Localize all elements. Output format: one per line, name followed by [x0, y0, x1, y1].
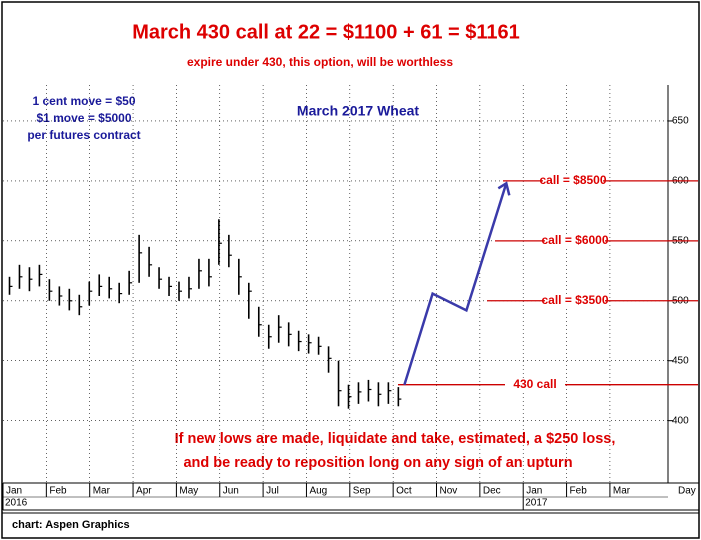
y-tick-label: 400 [672, 415, 689, 426]
x-tick-label: Nov [440, 486, 458, 497]
year-label: 2017 [525, 498, 548, 509]
level-label: call = $8500 [539, 173, 606, 187]
level-label-bg [505, 378, 565, 391]
chart-label: March 2017 Wheat [297, 103, 419, 119]
bottom-text: and be ready to reposition long on any s… [183, 455, 572, 471]
level-label-bg [545, 234, 605, 247]
note: $1 move = $5000 [36, 111, 131, 125]
x-tick-label: Sep [353, 486, 371, 497]
x-tick-label: Feb [49, 486, 67, 497]
x-tick-label: Feb [570, 486, 588, 497]
note: per futures contract [27, 128, 140, 142]
y-tick-label: 650 [672, 116, 689, 127]
x-tick-label: Jan [6, 486, 22, 497]
x-tick-label: Apr [136, 486, 152, 497]
level-label-bg [545, 294, 605, 307]
y-tick-label: 450 [672, 355, 689, 366]
x-axis-label: Day [678, 486, 696, 497]
subtitle: expire under 430, this option, will be w… [187, 55, 453, 69]
level-label: call = $6000 [541, 233, 608, 247]
x-tick-label: Jun [223, 486, 239, 497]
bottom-text: If new lows are made, liquidate and take… [175, 431, 616, 447]
x-tick-label: Jul [266, 486, 279, 497]
level-label-bg [543, 174, 603, 187]
x-tick-label: Mar [613, 486, 631, 497]
projection-line [403, 182, 508, 386]
level-label: 430 call [513, 377, 556, 391]
x-tick-label: Aug [309, 486, 327, 497]
x-tick-label: Mar [93, 486, 111, 497]
x-tick-label: Dec [483, 486, 501, 497]
arrow-head [497, 181, 511, 196]
x-tick-label: May [179, 486, 198, 497]
chart-title: March 430 call at 22 = $1100 + 61 = $116… [132, 21, 520, 43]
x-tick-label: Oct [396, 486, 412, 497]
level-label: call = $3500 [541, 293, 608, 307]
note: 1 cent move = $50 [32, 94, 135, 108]
x-tick-label: Jan [526, 486, 542, 497]
year-label: 2016 [5, 498, 28, 509]
source: chart: Aspen Graphics [12, 519, 130, 531]
